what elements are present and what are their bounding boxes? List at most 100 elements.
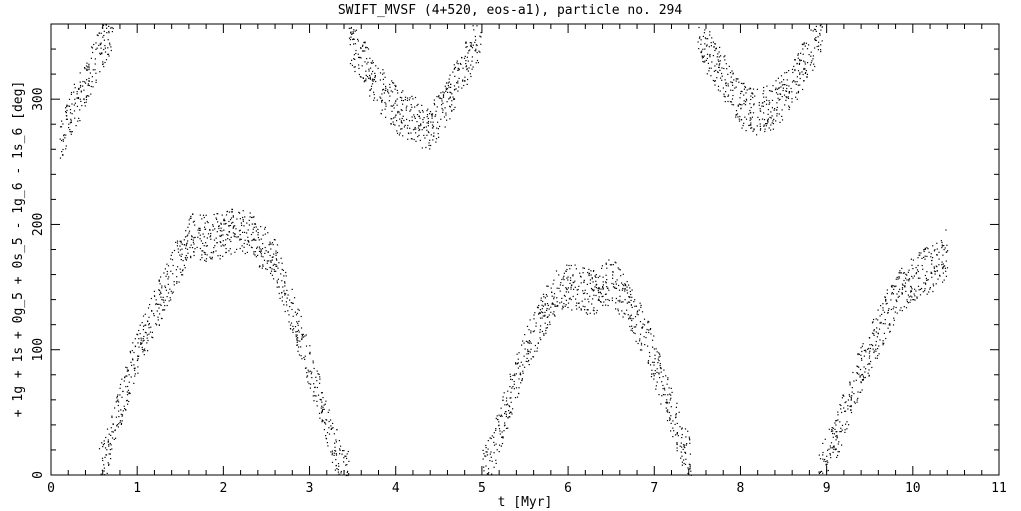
- data-point: [773, 109, 775, 111]
- data-point: [401, 128, 403, 130]
- data-point: [66, 109, 68, 112]
- data-point: [453, 64, 455, 66]
- data-point: [120, 409, 122, 411]
- data-point: [176, 242, 179, 244]
- data-point: [648, 331, 650, 334]
- data-point: [602, 286, 604, 288]
- data-point: [480, 36, 482, 38]
- data-point: [162, 296, 164, 298]
- data-point: [671, 391, 673, 393]
- data-point: [496, 415, 498, 417]
- data-point: [868, 369, 870, 371]
- data-point: [523, 342, 525, 344]
- data-point: [885, 337, 887, 340]
- data-point: [767, 119, 769, 121]
- data-point: [351, 64, 353, 66]
- data-point: [786, 87, 788, 90]
- data-point: [735, 116, 737, 118]
- data-point: [572, 281, 574, 283]
- data-point: [88, 95, 90, 97]
- data-point: [867, 348, 869, 350]
- data-point: [239, 218, 241, 220]
- data-point: [942, 267, 944, 270]
- data-point: [131, 350, 133, 352]
- data-point: [627, 301, 629, 303]
- data-point: [776, 102, 778, 104]
- data-point: [752, 88, 755, 90]
- data-point: [681, 427, 683, 429]
- data-point: [505, 415, 507, 417]
- data-point: [800, 52, 802, 54]
- data-point: [73, 110, 76, 112]
- data-point: [172, 291, 174, 293]
- data-point: [125, 386, 127, 388]
- data-point: [778, 113, 780, 115]
- data-point: [611, 297, 613, 299]
- data-point: [915, 290, 917, 292]
- data-point: [441, 104, 443, 106]
- data-point: [340, 470, 342, 473]
- data-point: [615, 302, 617, 304]
- data-point: [894, 286, 896, 288]
- data-point: [912, 299, 914, 301]
- data-point: [823, 460, 825, 462]
- data-point: [150, 326, 152, 328]
- data-point: [145, 332, 147, 334]
- data-point: [62, 154, 64, 156]
- data-point: [626, 281, 628, 283]
- data-point: [777, 93, 779, 95]
- data-point: [434, 115, 436, 117]
- data-point: [758, 104, 760, 106]
- data-point: [654, 358, 656, 360]
- data-point: [482, 458, 484, 460]
- data-point: [451, 104, 453, 106]
- data-point: [173, 249, 176, 252]
- data-point: [650, 328, 652, 330]
- data-point: [225, 239, 227, 241]
- data-point: [431, 115, 433, 117]
- data-point: [309, 353, 311, 355]
- data-point: [650, 376, 653, 378]
- data-point: [280, 273, 282, 275]
- data-point: [545, 329, 547, 332]
- data-point: [220, 241, 222, 244]
- data-point: [633, 332, 635, 334]
- data-point: [689, 464, 691, 466]
- data-point: [206, 237, 208, 239]
- data-point: [657, 362, 659, 364]
- data-point: [393, 117, 395, 119]
- data-point: [660, 403, 662, 405]
- data-point: [136, 333, 138, 335]
- data-point: [304, 355, 306, 357]
- data-point: [708, 67, 710, 69]
- data-point: [561, 297, 563, 299]
- data-point: [871, 366, 873, 369]
- data-point: [243, 225, 245, 227]
- data-point: [679, 445, 681, 447]
- data-point: [400, 121, 402, 123]
- data-point: [676, 444, 678, 446]
- data-point: [728, 65, 730, 67]
- data-point: [590, 274, 592, 276]
- data-point: [588, 274, 590, 277]
- data-point: [320, 407, 322, 409]
- data-point: [150, 297, 152, 300]
- data-point: [527, 353, 530, 355]
- data-point: [751, 92, 753, 94]
- data-point: [914, 288, 916, 290]
- data-point: [743, 103, 745, 105]
- data-point: [254, 251, 256, 253]
- data-point: [180, 240, 182, 242]
- data-point: [335, 441, 337, 443]
- data-point: [797, 53, 799, 55]
- data-point: [419, 117, 421, 119]
- data-point: [464, 80, 466, 82]
- data-point: [319, 376, 321, 378]
- data-point: [224, 220, 226, 222]
- data-point: [311, 371, 313, 373]
- data-point: [335, 454, 338, 456]
- data-point: [129, 352, 132, 354]
- data-point: [724, 59, 726, 61]
- x-axis-label: t [Myr]: [498, 495, 553, 510]
- data-point: [504, 412, 506, 415]
